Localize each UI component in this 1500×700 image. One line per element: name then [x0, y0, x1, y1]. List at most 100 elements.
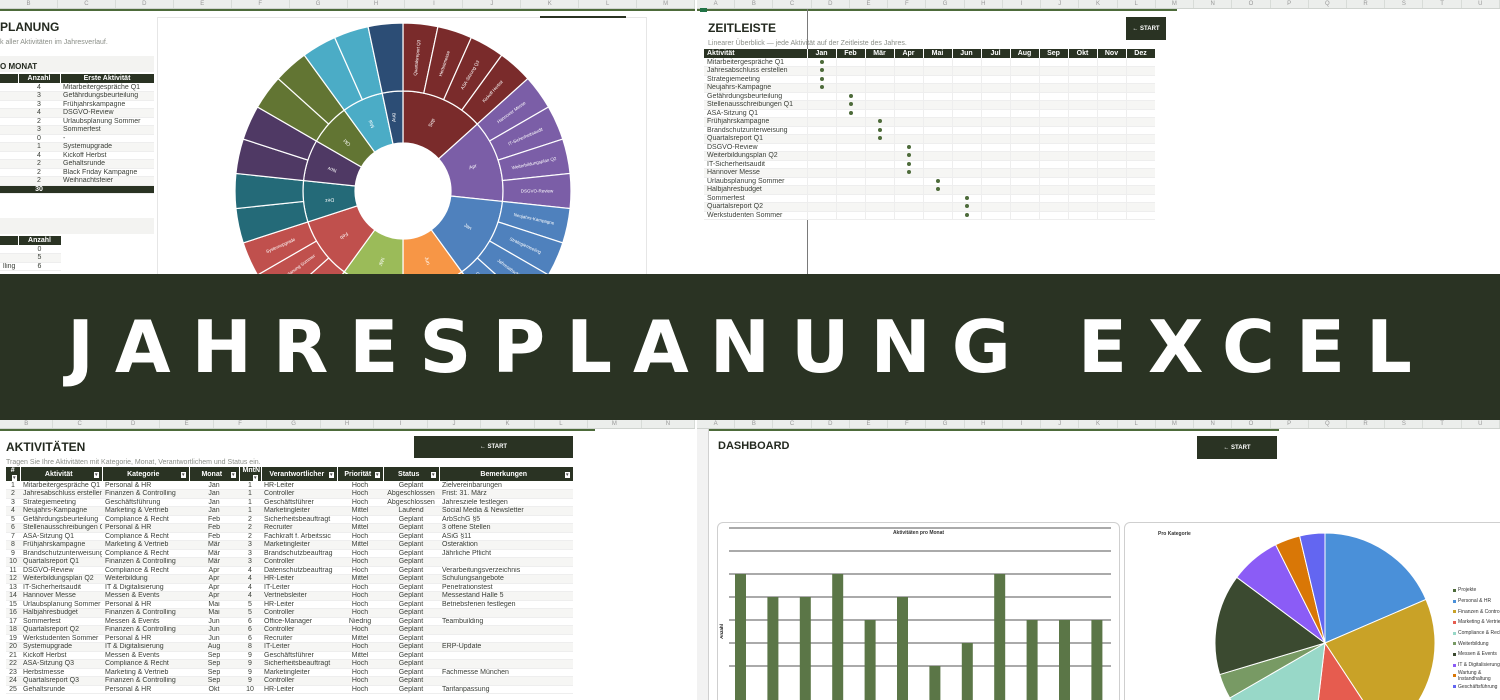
activity-row[interactable]: 4 Neujahrs-Kampagne Marketing & Vertrieb Ja…: [6, 506, 573, 516]
pie-slice[interactable]: [1312, 641, 1385, 700]
bar[interactable]: [832, 574, 844, 700]
pie-slice[interactable]: [1299, 532, 1326, 644]
timeline-dot-icon: [877, 127, 882, 132]
timeline-row: Werkstudenten Sommer: [704, 211, 1155, 220]
pie-slice[interactable]: [1214, 576, 1327, 676]
activity-name: Halbjahresbudget: [704, 185, 807, 195]
month-row: 0-: [0, 134, 154, 143]
filter-dropdown-icon[interactable]: ▾: [93, 471, 99, 478]
activity-row[interactable]: 21 Kickoff Herbst Messen & Events Sep 9 Gesch…: [6, 651, 573, 660]
category-row: 0: [0, 245, 61, 254]
pie-slice[interactable]: [1324, 532, 1427, 644]
bar[interactable]: [799, 597, 811, 700]
timeline-dot-icon: [964, 204, 969, 209]
bar-chart-frame[interactable]: Aktivitäten pro Monat Anzahl: [717, 522, 1120, 700]
bar[interactable]: [1091, 620, 1103, 700]
activity-row[interactable]: 7 ASA-Sitzung Q1 Compliance & Recht Feb 2 Fac…: [6, 532, 573, 541]
start-button[interactable]: ← START: [1126, 17, 1166, 40]
activity-row[interactable]: 8 Frühjahrskampagne Marketing & Vertrieb Mä…: [6, 540, 573, 550]
column-filter-header[interactable]: Aktivität ▾: [20, 467, 103, 481]
month-summary-table: Anzahl Erste Aktivität 4 Mitarbeitergespr…: [0, 74, 155, 194]
filter-dropdown-icon[interactable]: ▾: [328, 471, 334, 478]
activity-row[interactable]: 22 ASA-Sitzung Q3 Compliance & Recht Sep 9 Si…: [6, 659, 573, 669]
filter-dropdown-icon[interactable]: ▾: [430, 471, 436, 478]
activity-row[interactable]: 6 Stellenausschreibungen Q1 Personal & HR F…: [6, 523, 573, 533]
bar[interactable]: [864, 620, 876, 700]
sunburst-activity-segment[interactable]: [444, 271, 502, 274]
activity-row[interactable]: 9 Brandschutzunterweisung Compliance & Rec…: [6, 549, 573, 558]
activity-row[interactable]: 15 Urlaubsplanung Sommer Personal & HR Mai 5…: [6, 600, 573, 609]
svg-text:Dez: Dez: [324, 196, 334, 203]
activity-name: Weiterbildungsplan Q2: [704, 151, 807, 161]
column-filter-header[interactable]: Verantwortlicher ▾: [261, 467, 338, 481]
pie-slice[interactable]: [1324, 598, 1436, 700]
bar-chart-plot: [729, 527, 1111, 700]
activity-name: Strategiemeeting: [704, 75, 807, 84]
filter-dropdown-icon[interactable]: ▾: [11, 475, 17, 481]
bar[interactable]: [994, 574, 1006, 700]
activity-row[interactable]: 19 Werkstudenten Sommer Personal & HR Jun 6 R…: [6, 634, 573, 643]
sunburst-month-segment[interactable]: [402, 228, 463, 274]
pie-chart-title: Pro Kategorie: [1158, 531, 1191, 537]
bar[interactable]: [1059, 620, 1070, 700]
activity-row[interactable]: 2 Jahresabschluss erstellen Finanzen & Con…: [6, 489, 573, 499]
legend-item: Geschäftsführung: [1453, 681, 1500, 692]
activity-row[interactable]: 20 Systemupgrade IT & Digitalisierung Aug 8 I…: [6, 642, 573, 652]
activity-row[interactable]: 18 Quartalsreport Q2 Finanzen & Controllin…: [6, 625, 573, 635]
month-row: 3 Gefährdungsbeurteilung: [0, 91, 154, 101]
title-banner: JAHRESPLANUNG EXCEL: [0, 274, 1500, 420]
column-filter-header[interactable]: MntN ▾: [239, 467, 262, 481]
sunburst-chart-frame[interactable]: [157, 17, 647, 274]
legend-swatch-icon: [1453, 663, 1456, 667]
sunburst-activity-segment[interactable]: [367, 22, 404, 94]
bar[interactable]: [961, 643, 973, 700]
bar[interactable]: [767, 597, 779, 700]
column-filter-header[interactable]: Priorität ▾: [337, 467, 384, 481]
legend-item: IT & Digitalisierung: [1453, 660, 1500, 671]
activity-row[interactable]: 16 Halbjahresbudget Finanzen & Controlling…: [6, 608, 573, 618]
start-button[interactable]: ← START: [1197, 436, 1277, 459]
activity-row[interactable]: 1 Mitarbeitergespräche Q1 Personal & HR Jan…: [6, 481, 573, 490]
column-filter-header[interactable]: Monat ▾: [189, 467, 240, 481]
legend-swatch-icon: [1453, 631, 1456, 635]
start-button-partial[interactable]: [540, 16, 626, 18]
activity-row[interactable]: 17 Sommerfest Messen & Events Jun 6 Office-Ma…: [6, 617, 573, 626]
activity-name: ASA-Sitzung Q1: [704, 109, 807, 118]
bar[interactable]: [735, 574, 746, 700]
filter-dropdown-icon[interactable]: ▾: [230, 471, 236, 478]
column-filter-header[interactable]: Bemerkungen ▾: [439, 467, 574, 481]
month-row: 2 Gehaltsrunde: [0, 159, 154, 169]
start-button[interactable]: ← START: [414, 436, 573, 458]
legend-swatch-icon: [1453, 610, 1456, 614]
activity-row[interactable]: 5 Gefährdungsbeurteilung Compliance & Rech…: [6, 515, 573, 524]
filter-dropdown-icon[interactable]: ▾: [564, 471, 570, 478]
column-filter-header[interactable]: Status ▾: [383, 467, 440, 481]
svg-text:Sep: Sep: [428, 118, 437, 129]
bar[interactable]: [929, 666, 941, 700]
activity-row[interactable]: 11 DSGVO-Review Compliance & Recht Apr 4 Date…: [6, 566, 573, 575]
activity-name: Sommerfest: [704, 194, 807, 203]
activity-row[interactable]: 3 Strategiemeeting Geschäftsführung Jan 1 Ges…: [6, 498, 573, 507]
pie-chart-frame[interactable]: Pro Kategorie Projekte Personal & HR Finan…: [1124, 522, 1500, 700]
column-filter-header[interactable]: Kategorie ▾: [102, 467, 190, 481]
filter-dropdown-icon[interactable]: ▾: [252, 475, 258, 481]
timeline-row: Brandschutzunterweisung: [704, 126, 1155, 135]
activity-row[interactable]: 24 Quartalsreport Q3 Finanzen & Controllin…: [6, 676, 573, 686]
activity-name: Urlaubsplanung Sommer: [704, 177, 807, 186]
filter-dropdown-icon[interactable]: ▾: [180, 471, 186, 478]
activity-row[interactable]: 12 Weiterbildungsplan Q2 Weiterbildung Apr 4…: [6, 574, 573, 584]
activity-row[interactable]: 13 IT-Sicherheitsaudit IT & Digitalisierun…: [6, 583, 573, 592]
svg-text:Aug: Aug: [391, 113, 398, 123]
column-filter-header[interactable]: # ▾: [6, 467, 21, 481]
bar[interactable]: [1026, 620, 1038, 700]
activity-row[interactable]: 10 Quartalsreport Q1 Finanzen & Controllin…: [6, 557, 573, 567]
activity-row[interactable]: 23 Herbstmesse Marketing & Vertrieb Sep 9 Mar…: [6, 668, 573, 677]
filter-dropdown-icon[interactable]: ▾: [374, 471, 380, 478]
timeline-dot-icon: [906, 161, 911, 166]
timeline-row: DSGVO-Review: [704, 143, 1155, 152]
activity-row[interactable]: 14 Hannover Messe Messen & Events Apr 4 Vertr…: [6, 591, 573, 601]
bar[interactable]: [897, 597, 908, 700]
activity-row[interactable]: 25 Gehaltsrunde Personal & HR Okt 10 HR-Leite…: [6, 685, 573, 694]
